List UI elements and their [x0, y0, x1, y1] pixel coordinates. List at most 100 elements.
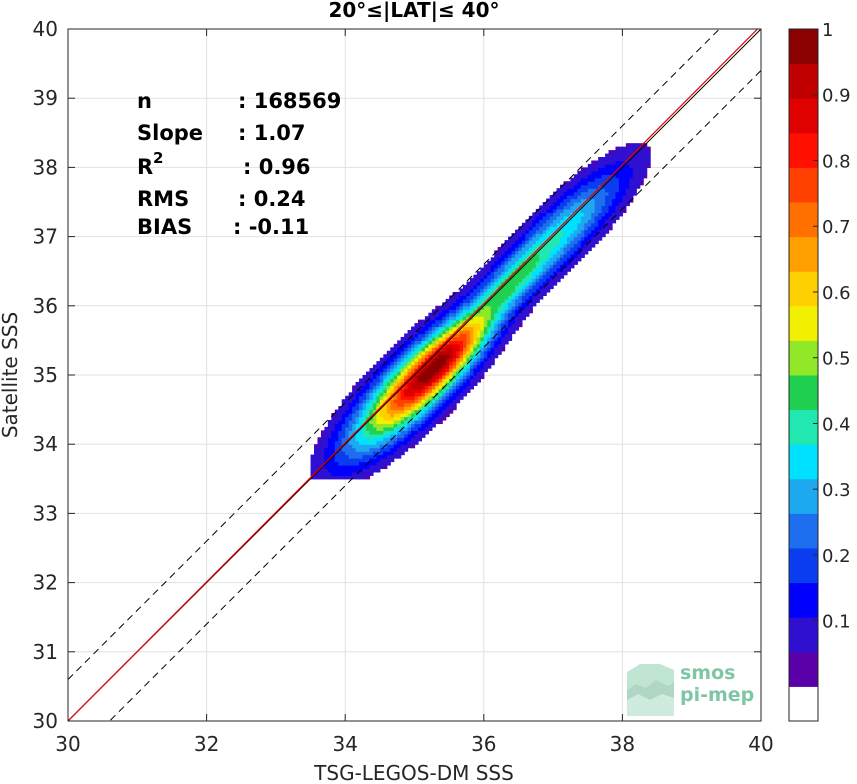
density-cell [577, 174, 582, 179]
density-cell [483, 291, 488, 297]
density-cell [407, 364, 412, 369]
density-cell [622, 208, 627, 213]
density-cell [456, 319, 461, 324]
density-cell [483, 326, 488, 331]
density-cell [469, 375, 475, 380]
density-cell [348, 399, 353, 404]
density-cell [314, 454, 319, 459]
density-cell [393, 368, 398, 373]
density-cell [417, 388, 423, 393]
density-cell [618, 205, 623, 210]
density-cell [435, 395, 440, 400]
density-cell [525, 309, 530, 314]
density-cell [580, 229, 585, 234]
density-cell [556, 267, 561, 272]
density-cell [424, 419, 429, 425]
density-cell [334, 419, 339, 425]
density-cell [632, 146, 637, 151]
density-cell [504, 309, 509, 314]
density-cell [497, 347, 502, 352]
density-cell [393, 419, 398, 425]
density-cell [591, 181, 596, 186]
density-cell [424, 368, 429, 373]
density-cell [612, 191, 617, 196]
density-cell [632, 177, 637, 182]
density-cell [504, 319, 509, 324]
density-cell [508, 298, 513, 303]
density-cell [456, 395, 461, 400]
density-cell [352, 419, 357, 425]
density-cell [331, 444, 336, 449]
density-cell [379, 357, 384, 362]
density-cell [463, 302, 468, 307]
density-cell [601, 208, 606, 213]
density-cell [612, 212, 617, 217]
density-cell [417, 364, 423, 369]
density-cell [320, 433, 326, 438]
density-cell [629, 174, 634, 179]
density-cell [414, 437, 419, 442]
density-cell [407, 340, 412, 345]
density-cell [487, 281, 492, 286]
density-cell [476, 371, 481, 376]
density-cell [518, 305, 523, 310]
density-cell [414, 350, 419, 355]
density-cell [352, 392, 357, 397]
density-cell [514, 291, 520, 297]
density-cell [331, 416, 336, 421]
density-cell [362, 468, 367, 473]
density-cell [566, 188, 572, 193]
density-cell [355, 447, 360, 452]
density-cell [379, 454, 384, 459]
density-cell [362, 433, 367, 438]
density-cell [376, 361, 381, 366]
density-cell [345, 416, 350, 421]
density-cell [577, 240, 582, 245]
density-cell [591, 163, 596, 168]
density-cell [456, 357, 461, 362]
density-cell [404, 416, 409, 421]
density-cell [577, 236, 582, 241]
density-cell [355, 406, 360, 411]
density-cell [518, 274, 523, 279]
x-tick-label: 36 [471, 732, 496, 756]
density-cell [473, 323, 478, 328]
density-cell [480, 336, 485, 341]
density-cell [577, 188, 582, 193]
density-cell [324, 471, 329, 476]
density-cell [365, 375, 371, 380]
density-cell [535, 236, 540, 241]
density-cell [570, 250, 575, 255]
density-cell [480, 316, 485, 321]
density-cell [393, 378, 398, 383]
density-cell [504, 240, 509, 245]
density-cell [338, 464, 343, 470]
density-cell [449, 312, 454, 317]
density-cell [334, 475, 339, 480]
density-cell [546, 233, 551, 238]
density-cell [359, 392, 364, 397]
density-cell [508, 243, 513, 248]
density-cell [483, 333, 488, 338]
density-cell [608, 163, 613, 168]
density-cell [542, 281, 547, 286]
density-cell [577, 170, 582, 175]
density-cell [528, 240, 533, 245]
density-cell [431, 423, 436, 428]
density-cell [487, 326, 492, 331]
density-cell [490, 354, 495, 359]
density-cell [421, 336, 426, 341]
density-cell [598, 191, 603, 196]
density-cell [622, 150, 627, 155]
density-cell [473, 285, 478, 290]
density-cell [480, 361, 485, 366]
offset-line [68, 29, 721, 680]
density-cell [331, 440, 336, 445]
density-cell [584, 195, 589, 200]
density-cell [452, 336, 457, 341]
density-cell [355, 451, 360, 456]
density-cell [393, 416, 398, 421]
density-cell [324, 447, 329, 452]
density-cell [625, 181, 630, 186]
density-cell [476, 375, 481, 380]
